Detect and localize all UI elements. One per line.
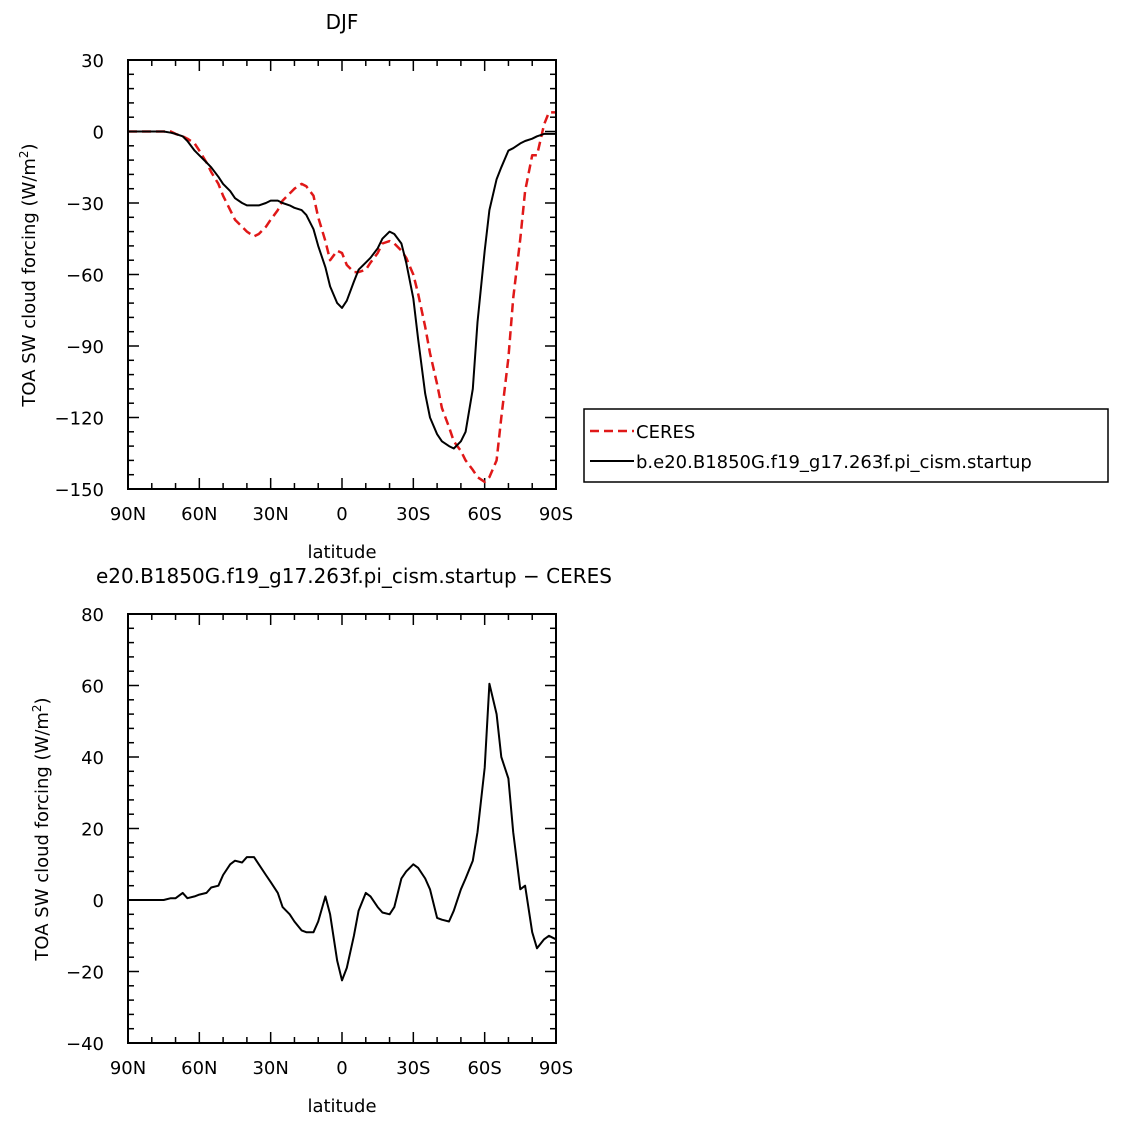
y-tick-label: 0 [93,123,104,144]
y-tick-label: −90 [66,337,104,358]
y-label-main: TOA SW cloud forcing (W/m [32,712,53,962]
top-panel-ticks [127,59,557,490]
x-tick-label: 30S [396,504,430,525]
bottom-panel: e20.B1850G.f19_g17.263f.pi_cism.startup … [30,564,612,1117]
series-line-ceres [128,111,556,484]
legend-label-model: b.e20.B1850G.f19_g17.263f.pi_cism.startu… [636,452,1032,473]
top-panel-frame [127,59,557,490]
top-panel-title: DJF [326,10,359,34]
y-label-close: ) [19,143,40,150]
x-tick-label: 0 [336,1058,347,1079]
y-tick-label: 40 [81,748,104,769]
x-tick-label: 90N [110,1058,146,1079]
legend-label-ceres: CERES [636,422,695,443]
bottom-panel-y-axis-label: TOA SW cloud forcing (W/m2) [30,697,53,961]
y-tick-label: −20 [66,963,104,984]
y-tick-label: −30 [66,194,104,215]
y-label-close: ) [32,697,53,704]
x-tick-label: 30S [396,1058,430,1079]
bottom-panel-tick-labels: 90N 60N 30N 0 30S 60S 90S 80 60 40 20 0 −20 −40 [66,605,573,1079]
top-panel: DJF 90N 60N 30N 0 30S 60S 90S 30 0 −30 −60 −90 −120 −… [17,10,1109,563]
top-panel-tick-labels: 90N 60N 30N 0 30S 60S 90S 30 0 −30 −60 −90 −120 −150 [55,51,574,525]
y-label-main: TOA SW cloud forcing (W/m [19,158,40,408]
top-panel-x-axis-label: latitude [307,542,376,563]
top-panel-y-axis-label: TOA SW cloud forcing (W/m2) [17,143,40,407]
bottom-panel-frame [127,613,557,1044]
x-tick-label: 90N [110,504,146,525]
series-line-model [128,682,557,982]
y-tick-label: 0 [93,891,104,912]
x-tick-label: 30N [252,1058,288,1079]
x-tick-label: 0 [336,504,347,525]
y-tick-label: 60 [81,677,104,698]
y-tick-label: −150 [55,480,104,501]
x-tick-label: 60N [181,504,217,525]
top-panel-lines [128,111,556,484]
y-tick-label: −40 [66,1034,104,1055]
x-tick-label: 60S [467,1058,501,1079]
legend-box [583,408,1109,483]
x-tick-label: 60S [467,504,501,525]
legend: CERES b.e20.B1850G.f19_g17.263f.pi_cism.… [583,408,1109,483]
y-tick-label: −60 [66,266,104,287]
x-tick-label: 90S [539,1058,573,1079]
y-tick-label: −120 [55,409,104,430]
y-tick-label: 30 [81,51,104,72]
bottom-panel-title: e20.B1850G.f19_g17.263f.pi_cism.startup … [96,564,612,588]
y-label-superscript: 2 [30,704,44,712]
y-tick-label: 20 [81,820,104,841]
y-label-superscript: 2 [17,150,31,158]
bottom-panel-x-axis-label: latitude [307,1096,376,1117]
series-line-model [128,130,556,450]
bottom-panel-lines [128,682,557,982]
x-tick-label: 30N [252,504,288,525]
y-tick-label: 80 [81,605,104,626]
x-tick-label: 60N [181,1058,217,1079]
x-tick-label: 90S [539,504,573,525]
